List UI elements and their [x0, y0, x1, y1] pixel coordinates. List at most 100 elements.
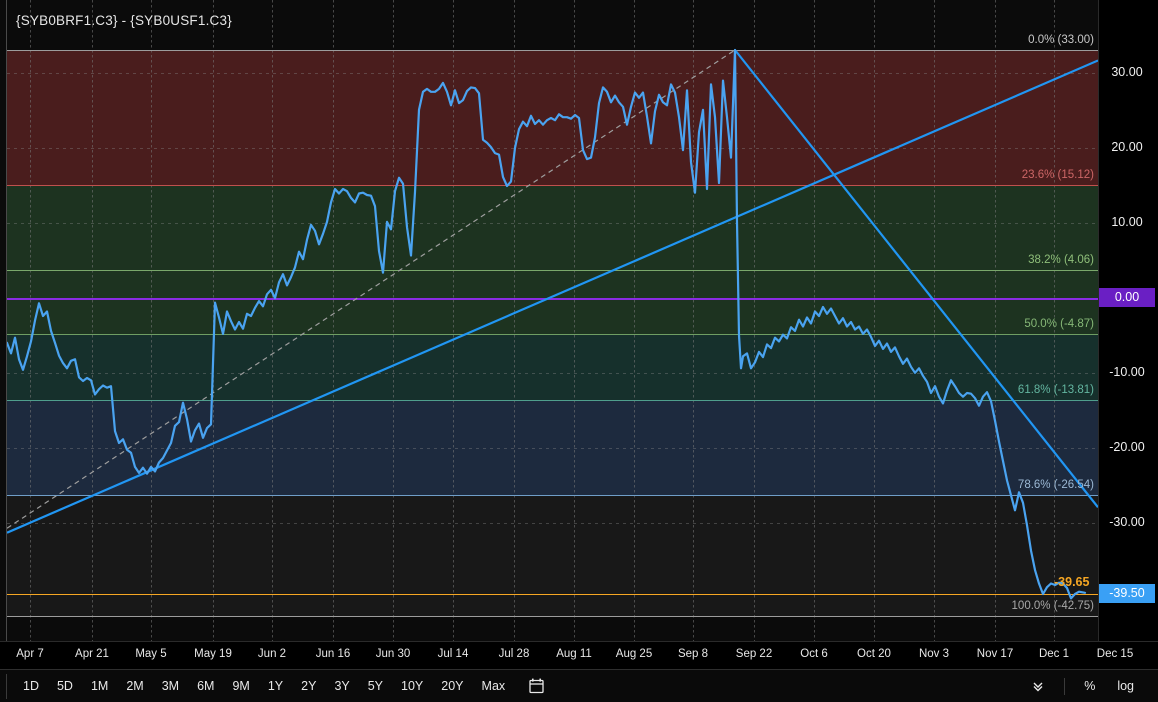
- range-button-1m[interactable]: 1M: [90, 679, 109, 693]
- range-button-5y[interactable]: 5Y: [367, 679, 384, 693]
- x-axis-tick: Dec 15: [1096, 648, 1134, 660]
- range-button-group: 1D 5D 1M 2M 3M 6M 9M 1Y 2Y 3Y 5Y 10Y 20Y Max: [0, 676, 514, 696]
- range-button-3m[interactable]: 3M: [161, 679, 180, 693]
- vertical-gridline: [151, 0, 152, 641]
- range-button-max[interactable]: Max: [481, 679, 506, 693]
- range-button-5d[interactable]: 5D: [56, 679, 73, 693]
- fib-band-below: [7, 495, 1098, 616]
- horizontal-gridline: [7, 223, 1098, 224]
- calendar-icon[interactable]: [524, 675, 549, 697]
- zero-line: [7, 298, 1098, 300]
- vertical-gridline: [272, 0, 273, 641]
- x-axis-tick: Jul 14: [437, 648, 469, 660]
- x-axis-tick: Jun 16: [315, 648, 351, 660]
- trendline-projection: [7, 49, 736, 529]
- fib-line-61-8: [7, 400, 1098, 401]
- zero-value-badge: 0.00: [1099, 288, 1155, 307]
- vertical-gridline: [393, 0, 394, 641]
- horizontal-gridline: [7, 73, 1098, 74]
- toolbar-separator: [1064, 677, 1066, 695]
- range-button-1d[interactable]: 1D: [23, 679, 39, 693]
- fib-label: 61.8% (-13.81): [1017, 384, 1094, 396]
- fib-label: 50.0% (-4.87): [1024, 318, 1094, 330]
- x-axis-tick: Jul 28: [498, 648, 530, 660]
- fib-band-0: [7, 50, 1098, 185]
- range-button-6m[interactable]: 6M: [197, 679, 215, 693]
- x-axis-tick: Nov 17: [976, 648, 1014, 660]
- range-button-1y[interactable]: 1Y: [267, 679, 284, 693]
- plot-region[interactable]: 0.0% (33.00) 23.6% (15.12) 38.2% (4.06) 50.…: [7, 0, 1098, 641]
- fib-line-50-0: [7, 334, 1098, 335]
- fib-line-100-0: [7, 616, 1098, 617]
- y-axis[interactable]: 30.00 20.00 10.00 -10.00 -20.00 -30.00 0.00 -39…: [1098, 0, 1158, 641]
- range-button-9m[interactable]: 9M: [232, 679, 250, 693]
- fib-band-2: [7, 270, 1098, 334]
- range-button-3y[interactable]: 3Y: [334, 679, 350, 693]
- vertical-gridline: [934, 0, 935, 641]
- percent-scale-button[interactable]: %: [1084, 679, 1096, 693]
- fib-label: 23.6% (15.12): [1021, 169, 1094, 181]
- vertical-gridline: [814, 0, 815, 641]
- vertical-gridline: [874, 0, 875, 641]
- fib-band-1: [7, 185, 1098, 270]
- page-title: {SYB0BRF1.C3} - {SYB0USF1.C3}: [16, 13, 232, 28]
- vertical-gridline: [1054, 0, 1055, 641]
- fib-label: 78.6% (-26.54): [1017, 479, 1094, 491]
- range-button-2y[interactable]: 2Y: [301, 679, 317, 693]
- x-axis-tick: Sep 8: [677, 648, 709, 660]
- vertical-gridline: [574, 0, 575, 641]
- x-axis[interactable]: Apr 7 Apr 21 May 5 May 19 Jun 2 Jun 16 Jun 30 J…: [0, 641, 1158, 669]
- horizontal-gridline: [7, 373, 1098, 374]
- plot-left-border: [6, 0, 7, 641]
- trendline-ascending-support: [7, 59, 1098, 534]
- last-value-label: -39.65: [1054, 575, 1090, 589]
- toolbar-right-group: % log: [1021, 676, 1158, 696]
- fib-line-38-2: [7, 270, 1098, 271]
- x-axis-tick: Apr 7: [16, 648, 44, 660]
- vertical-gridline: [92, 0, 93, 641]
- vertical-gridline: [333, 0, 334, 641]
- toolbar-divider: [6, 674, 7, 699]
- x-axis-tick: Dec 1: [1038, 648, 1070, 660]
- bottom-toolbar: 1D 5D 1M 2M 3M 6M 9M 1Y 2Y 3Y 5Y 10Y 20Y Max % log: [0, 669, 1158, 702]
- vertical-gridline: [754, 0, 755, 641]
- fib-band-4: [7, 400, 1098, 495]
- range-button-2m[interactable]: 2M: [126, 679, 144, 693]
- double-chevron-down-icon[interactable]: [1021, 676, 1055, 696]
- x-axis-tick: Jun 30: [375, 648, 411, 660]
- fib-band-3: [7, 334, 1098, 400]
- vertical-gridline: [30, 0, 31, 641]
- x-axis-tick: Nov 3: [918, 648, 950, 660]
- range-button-20y[interactable]: 20Y: [441, 679, 464, 693]
- x-axis-tick: Aug 11: [556, 648, 592, 660]
- vertical-gridline: [693, 0, 694, 641]
- fib-label: 0.0% (33.00): [1028, 34, 1094, 46]
- fib-line-23-6: [7, 185, 1098, 186]
- x-axis-tick: Jun 2: [257, 648, 287, 660]
- y-axis-tick: -10.00: [1109, 365, 1145, 379]
- y-axis-tick: 30.00: [1111, 65, 1143, 79]
- range-button-10y[interactable]: 10Y: [401, 679, 424, 693]
- x-axis-tick: Aug 25: [615, 648, 653, 660]
- horizontal-gridline: [7, 148, 1098, 149]
- log-scale-button[interactable]: log: [1117, 679, 1134, 693]
- trendlines-layer: [7, 49, 1098, 534]
- trendline-descending-resistance: [734, 49, 1098, 508]
- x-axis-tick: Sep 22: [735, 648, 773, 660]
- x-axis-tick: May 5: [135, 648, 167, 660]
- horizontal-gridline: [7, 523, 1098, 524]
- y-axis-tick: -30.00: [1109, 515, 1145, 529]
- chart-canvas[interactable]: 0.0% (33.00) 23.6% (15.12) 38.2% (4.06) 50.…: [0, 0, 1098, 641]
- vertical-gridline: [453, 0, 454, 641]
- y-axis-tick: 10.00: [1111, 215, 1143, 229]
- price-series-layer: [7, 48, 1087, 600]
- fib-label: 100.0% (-42.75): [1011, 600, 1094, 612]
- vertical-gridline: [634, 0, 635, 641]
- current-price-line: [7, 594, 1098, 595]
- x-axis-tick: Apr 21: [75, 648, 109, 660]
- price-line-series: [7, 48, 1087, 600]
- fib-line-0-0: [7, 50, 1098, 51]
- fib-label: 38.2% (4.06): [1028, 254, 1094, 266]
- x-axis-tick: Oct 6: [800, 648, 828, 660]
